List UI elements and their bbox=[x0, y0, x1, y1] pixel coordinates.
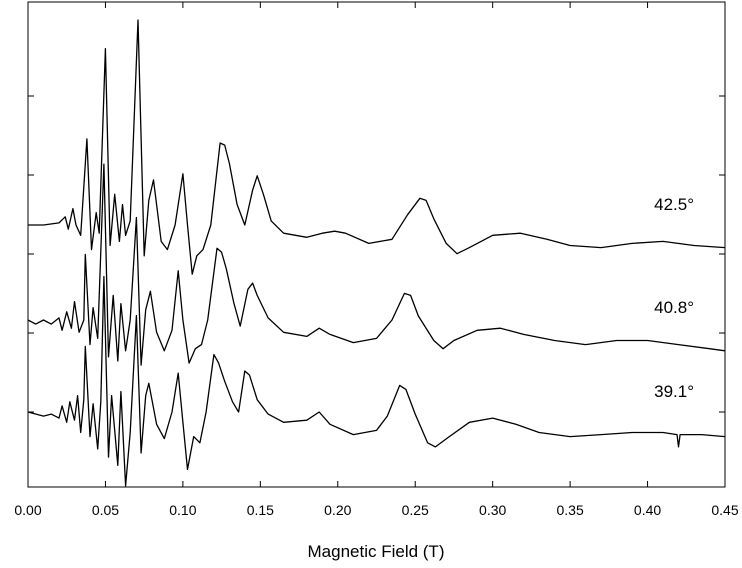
series-label-2: 39.1° bbox=[654, 382, 694, 401]
angle-labels: 42.5° 40.8° 39.1° bbox=[654, 195, 694, 401]
spectra-layer bbox=[27, 19, 726, 487]
y-axis-ticks bbox=[28, 95, 725, 413]
spectrum-line-1 bbox=[27, 163, 726, 366]
x-tick-label: 0.15 bbox=[247, 502, 274, 518]
series-label-1: 40.8° bbox=[654, 298, 694, 317]
x-tick-label: 0.40 bbox=[634, 502, 661, 518]
spectrum-line-2 bbox=[27, 276, 726, 487]
x-tick-label: 0.35 bbox=[556, 502, 583, 518]
x-tick-label: 0.20 bbox=[324, 502, 351, 518]
x-tick-label: 0.45 bbox=[711, 502, 738, 518]
plot-frame bbox=[27, 1, 726, 488]
spectrum-line-0 bbox=[28, 19, 726, 275]
x-tick-label: 0.30 bbox=[479, 502, 506, 518]
x-axis-ticks: 0.00 0.05 0.10 0.15 0.20 0.25 0.30 0.35 0.40 0.45 bbox=[14, 2, 739, 518]
x-tick-label: 0.25 bbox=[402, 502, 429, 518]
x-tick-label: 0.05 bbox=[92, 502, 119, 518]
x-tick-label: 0.10 bbox=[169, 502, 196, 518]
x-tick-label: 0.00 bbox=[14, 502, 41, 518]
x-axis-title: Magnetic Field (T) bbox=[308, 542, 445, 561]
series-label-0: 42.5° bbox=[654, 195, 694, 214]
